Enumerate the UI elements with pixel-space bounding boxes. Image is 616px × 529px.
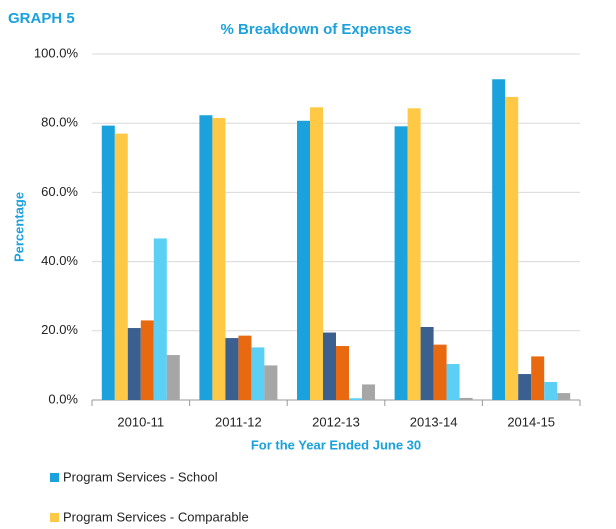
x-axis-label: For the Year Ended June 30	[251, 437, 421, 452]
bar	[251, 347, 265, 400]
bar	[297, 120, 310, 400]
bar	[140, 320, 154, 400]
bar	[420, 326, 434, 400]
bar	[336, 346, 349, 400]
bar	[199, 115, 213, 400]
bar	[544, 382, 558, 400]
bar	[225, 338, 239, 400]
bar	[166, 355, 180, 400]
x-tick-label: 2011-12	[215, 414, 262, 429]
bar	[264, 365, 278, 400]
bar	[238, 335, 252, 400]
bar	[101, 125, 115, 400]
y-axis-label: Percentage	[11, 192, 26, 262]
bar	[212, 118, 226, 400]
bar	[127, 328, 141, 400]
x-tick-label: 2013-14	[410, 414, 458, 429]
y-tick-label: 40.0%	[41, 253, 78, 268]
y-tick-label: 100.0%	[34, 45, 79, 60]
y-tick-label: 60.0%	[41, 184, 78, 199]
graph-label: GRAPH 5	[8, 10, 75, 27]
legend-swatch	[50, 473, 59, 482]
x-tick-label: 2012-13	[312, 414, 360, 429]
bar	[557, 393, 571, 400]
bar	[349, 398, 362, 400]
bar	[114, 133, 128, 400]
bar	[362, 384, 375, 400]
bar	[394, 126, 408, 401]
x-tick-label: 2010-11	[117, 414, 164, 429]
legend-swatch	[50, 513, 59, 522]
x-tick-label: 2014-15	[507, 414, 555, 429]
bar	[505, 96, 519, 401]
legend-label: Program Services - School	[63, 469, 218, 484]
chart-title: % Breakdown of Expenses	[221, 21, 412, 38]
legend-label: Program Services - Comparable	[63, 509, 249, 524]
bar	[446, 364, 460, 400]
y-tick-label: 80.0%	[41, 115, 78, 130]
y-tick-label: 20.0%	[41, 322, 78, 337]
bar	[518, 374, 532, 400]
bar	[531, 356, 545, 400]
bar	[433, 344, 447, 400]
bar	[153, 238, 167, 400]
bar	[492, 79, 506, 401]
y-tick-label: 0.0%	[48, 391, 78, 406]
bar	[407, 108, 421, 401]
bar	[323, 332, 336, 400]
bar	[310, 107, 323, 400]
bar	[459, 397, 473, 400]
